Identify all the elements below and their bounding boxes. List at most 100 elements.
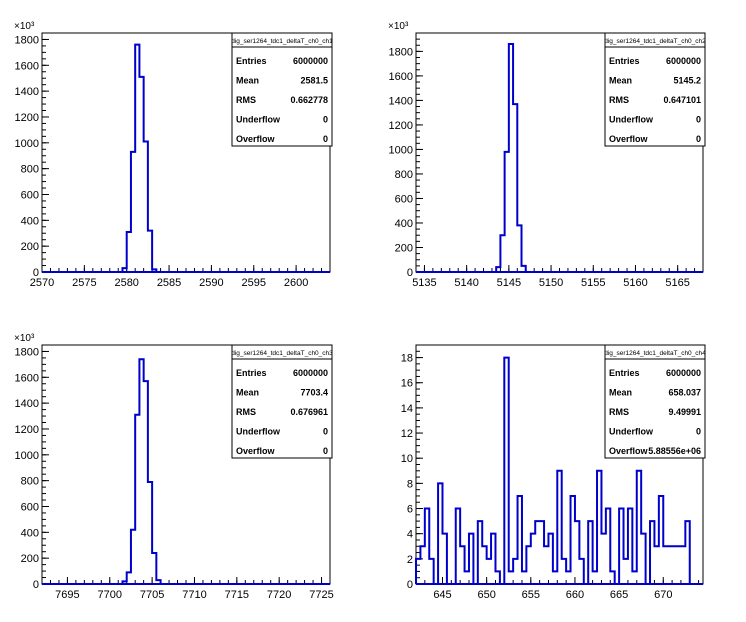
y-tick-label: 1800: [15, 346, 39, 358]
y-tick-label: 1000: [15, 450, 39, 462]
y-tick-label: 0: [407, 579, 413, 591]
x-tick-label: 2585: [157, 277, 181, 289]
y-tick-label: 18: [401, 353, 413, 365]
x-tick-label: 650: [477, 589, 495, 601]
stats-box: dig_ser1264_tdc1_deltaT_ch0_ch4 Entries 60…: [604, 344, 706, 459]
x-tick-label: 2570: [30, 277, 54, 289]
stats-row-label: Overflow: [609, 446, 649, 456]
y-tick-label: 1400: [15, 398, 39, 410]
stats-row-label: Entries: [609, 368, 640, 378]
y-tick-label: 1600: [389, 71, 413, 83]
stats-row-value: 6000000: [666, 56, 701, 66]
y-tick-label: 8: [407, 478, 413, 490]
stats-row-value: 0: [696, 115, 701, 125]
histogram-bin: [654, 546, 658, 584]
y-tick-label: 4: [407, 529, 413, 541]
stats-row-value: 5145.2: [673, 76, 701, 86]
stats-box-frame: [231, 344, 333, 459]
y-tick-label: 1400: [389, 95, 413, 107]
stats-row-value: 5.88556e+06: [648, 446, 701, 456]
stats-row-label: Mean: [236, 388, 259, 398]
stats-row-value: 0: [323, 446, 328, 456]
stats-row-label: Overflow: [609, 134, 649, 144]
stats-row-value: 2581.5: [300, 76, 328, 86]
stats-row-label: Underflow: [236, 427, 281, 437]
stats-box-title: dig_ser1264_tdc1_deltaT_ch0_ch2: [604, 38, 706, 45]
stats-row-label: Underflow: [236, 115, 281, 125]
y-exponent-label: ×10³: [14, 333, 35, 344]
stats-box-title: dig_ser1264_tdc1_deltaT_ch0_ch1: [231, 38, 333, 45]
histogram-bin: [663, 546, 667, 584]
y-exponent-label: ×10³: [388, 21, 409, 32]
x-tick-label: 7720: [267, 589, 291, 601]
y-tick-label: 1600: [15, 60, 39, 72]
histogram-series: [495, 43, 527, 272]
y-tick-label: 200: [395, 242, 413, 254]
stats-row-value: 6000000: [293, 56, 328, 66]
y-tick-label: 800: [395, 169, 413, 181]
y-tick-label: 1800: [389, 46, 413, 58]
y-tick-label: 600: [21, 189, 39, 201]
stats-box: dig_ser1264_tdc1_deltaT_ch0_ch2 Entries 60…: [604, 32, 706, 147]
x-tick-label: 5160: [623, 277, 647, 289]
stats-box: dig_ser1264_tdc1_deltaT_ch0_ch3 Entries 60…: [231, 344, 333, 459]
y-tick-label: 1400: [15, 86, 39, 98]
stats-row-value: 7703.4: [300, 388, 328, 398]
histogram-bin: [601, 534, 605, 584]
x-tick-label: 2590: [199, 277, 223, 289]
x-tick-label: 7705: [140, 589, 164, 601]
stats-row-value: 6000000: [666, 368, 701, 378]
y-tick-label: 16: [401, 378, 413, 390]
y-tick-label: 200: [21, 553, 39, 565]
histogram-bin: [681, 546, 685, 584]
histogram-bin: [465, 571, 469, 584]
stats-row-value: 0: [323, 134, 328, 144]
histogram-bin: [677, 546, 681, 584]
stats-row-value: 658.037: [668, 388, 701, 398]
stats-row-label: Entries: [236, 56, 267, 66]
y-tick-label: 600: [21, 501, 39, 513]
stats-row-label: RMS: [609, 95, 629, 105]
stats-row-label: Mean: [236, 76, 259, 86]
histogram-bin: [522, 571, 526, 584]
stats-row-value: 6000000: [293, 368, 328, 378]
histogram-bin: [632, 571, 636, 584]
stats-row-label: Overflow: [236, 446, 276, 456]
y-tick-label: 1200: [15, 424, 39, 436]
stats-box-frame: [604, 32, 706, 147]
histogram-panel-4: 0 2 4 6 8 10 12 14 16 18 645 650 655 660 665 670 dig_ser…: [401, 344, 706, 601]
y-tick-label: 2: [407, 554, 413, 566]
stats-row-value: 0.662778: [290, 95, 328, 105]
stats-box-title: dig_ser1264_tdc1_deltaT_ch0_ch4: [604, 350, 706, 357]
x-tick-label: 5150: [539, 277, 563, 289]
histogram-bin: [672, 546, 676, 584]
x-tick-label: 5155: [581, 277, 605, 289]
stats-row-label: Overflow: [236, 134, 276, 144]
stats-row-value: 0: [323, 427, 328, 437]
x-tick-label: 670: [654, 589, 672, 601]
histogram-series: [121, 358, 162, 584]
stats-row-label: Underflow: [609, 115, 654, 125]
y-tick-label: 6: [407, 504, 413, 516]
x-tick-label: 660: [566, 589, 584, 601]
histogram-panel-2: 0 200 400 600 800 1000 1200 1400 1600 1800 5135 514…: [388, 21, 706, 289]
x-tick-label: 655: [522, 589, 540, 601]
y-tick-label: 800: [21, 476, 39, 488]
y-tick-label: 1200: [15, 112, 39, 124]
stats-box-title: dig_ser1264_tdc1_deltaT_ch0_ch3: [231, 350, 333, 357]
x-tick-label: 7725: [309, 589, 333, 601]
x-tick-label: 5140: [454, 277, 478, 289]
y-tick-label: 200: [21, 241, 39, 253]
x-tick-label: 7715: [225, 589, 249, 601]
histogram-series: [415, 356, 691, 585]
y-tick-label: 0: [33, 267, 39, 279]
stats-row-label: Underflow: [609, 427, 654, 437]
stats-row-value: 0: [323, 115, 328, 125]
histogram-bin: [668, 546, 672, 584]
histogram-series: [121, 43, 158, 272]
x-tick-label: 5135: [412, 277, 436, 289]
stats-row-label: Mean: [609, 388, 632, 398]
x-tick-label: 2580: [114, 277, 138, 289]
stats-row-label: Entries: [609, 56, 640, 66]
